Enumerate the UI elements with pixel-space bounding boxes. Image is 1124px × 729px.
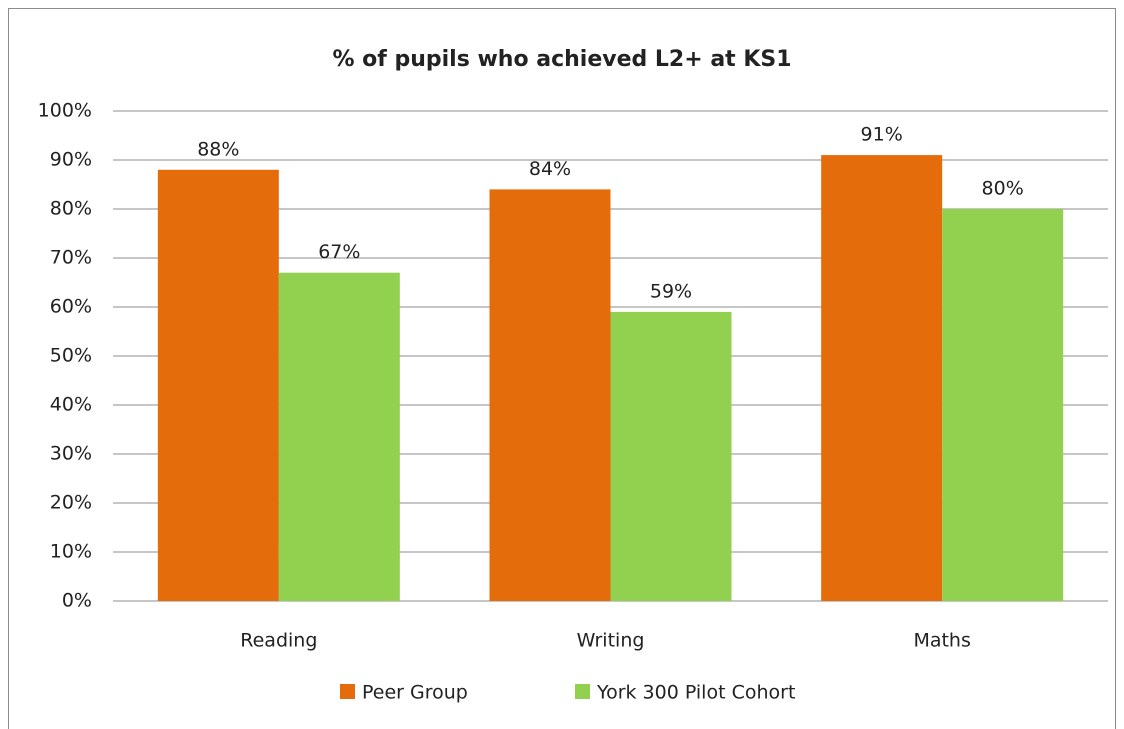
- x-tick-label: Maths: [913, 630, 970, 652]
- y-tick-label: 20%: [50, 492, 92, 514]
- legend-label: Peer Group: [362, 682, 468, 704]
- y-tick-label: 0%: [62, 590, 92, 612]
- value-label: 84%: [529, 158, 571, 180]
- y-tick-label: 70%: [50, 247, 92, 269]
- x-tick-label: Writing: [577, 630, 645, 652]
- y-tick-label: 60%: [50, 296, 92, 318]
- bar: [278, 272, 400, 601]
- legend-swatch: [340, 684, 355, 699]
- bar: [610, 311, 732, 601]
- bar: [942, 209, 1064, 601]
- bar: [489, 189, 611, 601]
- y-tick-label: 100%: [38, 100, 92, 122]
- value-label: 80%: [982, 178, 1024, 200]
- y-tick-label: 50%: [50, 345, 92, 367]
- y-tick-label: 80%: [50, 198, 92, 220]
- value-label: 91%: [861, 124, 903, 146]
- y-tick-label: 10%: [50, 541, 92, 563]
- chart-title: % of pupils who achieved L2+ at KS1: [332, 47, 791, 72]
- value-label: 88%: [197, 138, 239, 160]
- bar: [821, 155, 943, 601]
- x-tick-label: Reading: [240, 630, 317, 652]
- y-tick-label: 90%: [50, 149, 92, 171]
- legend-label: York 300 Pilot Cohort: [596, 682, 795, 704]
- y-tick-label: 30%: [50, 443, 92, 465]
- legend-swatch: [575, 684, 590, 699]
- value-label: 59%: [650, 280, 692, 302]
- bar: [157, 169, 279, 602]
- value-label: 67%: [318, 241, 360, 263]
- y-tick-label: 40%: [50, 394, 92, 416]
